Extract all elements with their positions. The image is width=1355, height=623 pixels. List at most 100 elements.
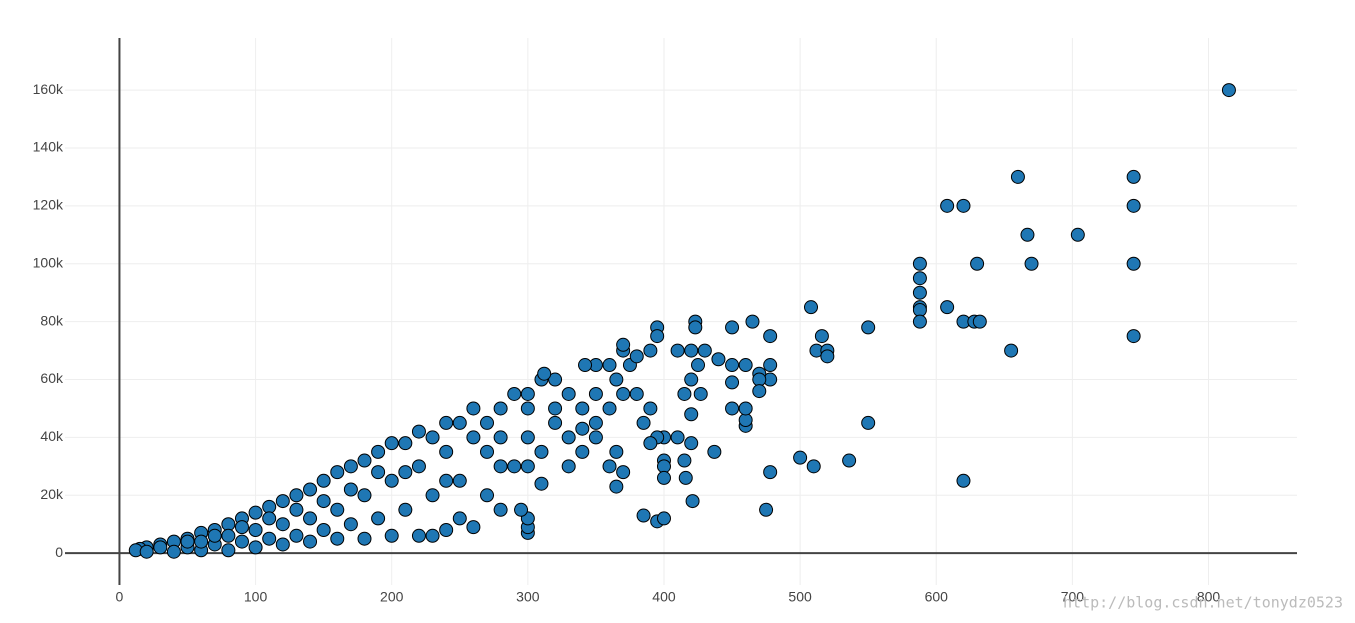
point: [609, 372, 624, 387]
y-tick-label: 100k: [33, 254, 64, 270]
point: [398, 465, 413, 480]
point: [493, 459, 508, 474]
point: [763, 329, 778, 344]
point: [534, 476, 549, 491]
point: [480, 488, 495, 503]
point: [578, 358, 593, 373]
point: [738, 401, 753, 416]
point: [275, 537, 290, 552]
point: [384, 436, 399, 451]
y-tick-label: 40k: [40, 428, 64, 444]
point: [248, 540, 263, 555]
point: [738, 413, 753, 428]
point: [940, 198, 955, 213]
point: [636, 508, 651, 523]
point: [343, 482, 358, 497]
x-tick-label: 400: [652, 589, 676, 605]
point: [670, 343, 685, 358]
point: [861, 415, 876, 430]
point: [548, 401, 563, 416]
point: [221, 517, 236, 532]
point: [398, 502, 413, 517]
point: [303, 482, 318, 497]
x-tick-label: 600: [925, 589, 949, 605]
x-tick-label: 300: [516, 589, 540, 605]
point: [725, 358, 740, 373]
point: [303, 534, 318, 549]
point: [507, 386, 522, 401]
point: [520, 401, 535, 416]
point: [1070, 227, 1085, 242]
point: [234, 520, 249, 535]
point: [153, 540, 168, 555]
x-tick-label: 100: [244, 589, 268, 605]
point: [194, 534, 209, 549]
point: [548, 372, 563, 387]
point: [685, 494, 700, 509]
point: [677, 386, 692, 401]
x-tick-label: 200: [380, 589, 404, 605]
point: [678, 470, 693, 485]
y-tick-label: 80k: [40, 312, 64, 328]
point: [763, 465, 778, 480]
point: [439, 523, 454, 538]
point: [656, 459, 671, 474]
point: [616, 337, 631, 352]
point: [745, 314, 760, 329]
point: [725, 375, 740, 390]
point: [912, 303, 927, 318]
point: [912, 256, 927, 271]
point: [384, 473, 399, 488]
point: [629, 386, 644, 401]
point: [609, 444, 624, 459]
point: [616, 465, 631, 480]
point: [262, 531, 277, 546]
point: [507, 459, 522, 474]
point: [650, 329, 665, 344]
y-tick-label: 20k: [40, 486, 64, 502]
point: [316, 494, 331, 509]
point: [1126, 198, 1141, 213]
point: [804, 300, 819, 315]
point: [493, 502, 508, 517]
y-tick-label: 140k: [33, 139, 64, 155]
point: [1010, 169, 1025, 184]
point: [643, 401, 658, 416]
point: [814, 329, 829, 344]
point: [330, 531, 345, 546]
point: [452, 511, 467, 526]
point: [725, 320, 740, 335]
x-tick-label: 800: [1197, 589, 1221, 605]
point: [656, 511, 671, 526]
point: [602, 459, 617, 474]
point: [806, 459, 821, 474]
point: [602, 358, 617, 373]
point: [1221, 83, 1236, 98]
point: [707, 444, 722, 459]
point: [629, 349, 644, 364]
point: [842, 453, 857, 468]
point: [956, 473, 971, 488]
point: [684, 372, 699, 387]
point: [537, 366, 552, 381]
point: [534, 444, 549, 459]
point: [688, 320, 703, 335]
y-tick-label: 0: [55, 544, 63, 560]
point: [691, 358, 706, 373]
point: [514, 502, 529, 517]
point: [970, 256, 985, 271]
point: [602, 401, 617, 416]
point: [384, 528, 399, 543]
point: [588, 430, 603, 445]
point: [371, 444, 386, 459]
point: [575, 421, 590, 436]
point: [452, 415, 467, 430]
point: [725, 401, 740, 416]
point: [656, 470, 671, 485]
point: [166, 544, 181, 559]
point: [289, 488, 304, 503]
point: [588, 415, 603, 430]
point: [221, 528, 236, 543]
point: [684, 407, 699, 422]
